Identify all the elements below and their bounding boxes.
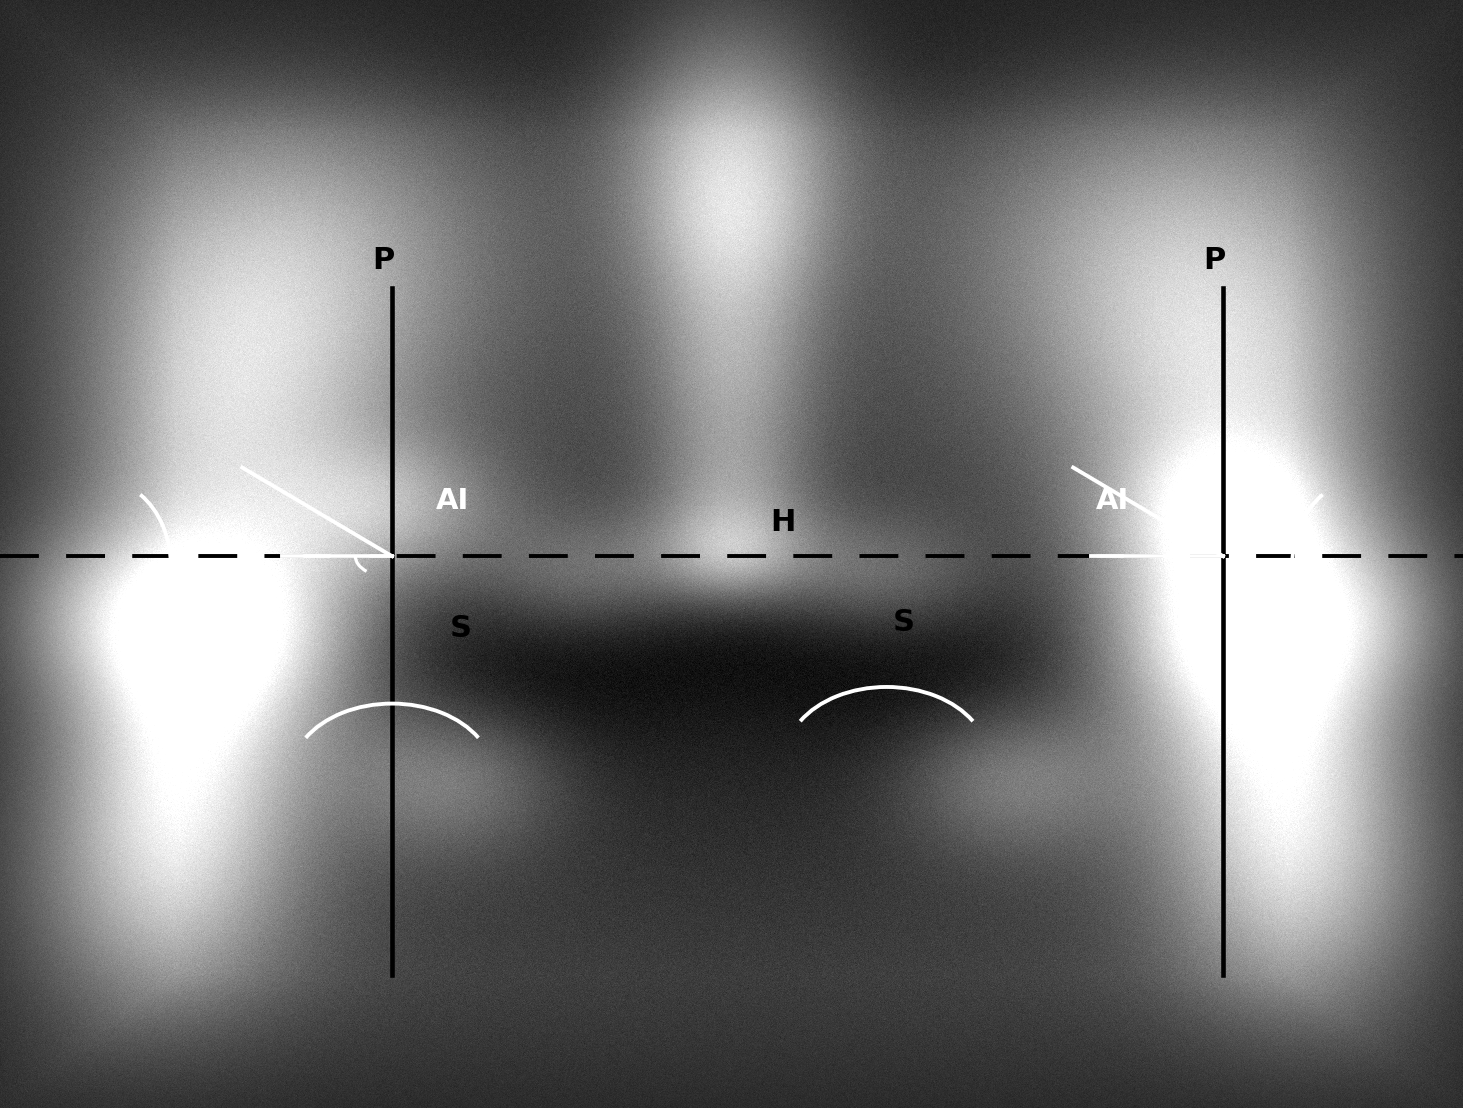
Text: AI: AI bbox=[1096, 486, 1129, 515]
Text: S: S bbox=[892, 608, 916, 637]
Text: S: S bbox=[449, 614, 473, 643]
Text: H: H bbox=[770, 509, 796, 537]
Text: P: P bbox=[1203, 246, 1226, 275]
Text: P: P bbox=[372, 246, 395, 275]
Text: AI: AI bbox=[436, 486, 470, 515]
